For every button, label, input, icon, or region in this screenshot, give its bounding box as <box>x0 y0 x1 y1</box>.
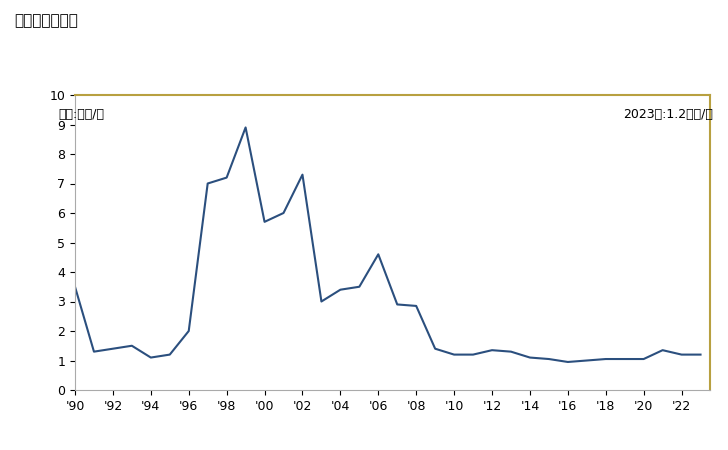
Text: 輸入価格の推移: 輸入価格の推移 <box>15 14 79 28</box>
Text: 単位:万円/台: 単位:万円/台 <box>58 108 104 121</box>
Text: 2023年:1.2万円/台: 2023年:1.2万円/台 <box>624 108 713 121</box>
